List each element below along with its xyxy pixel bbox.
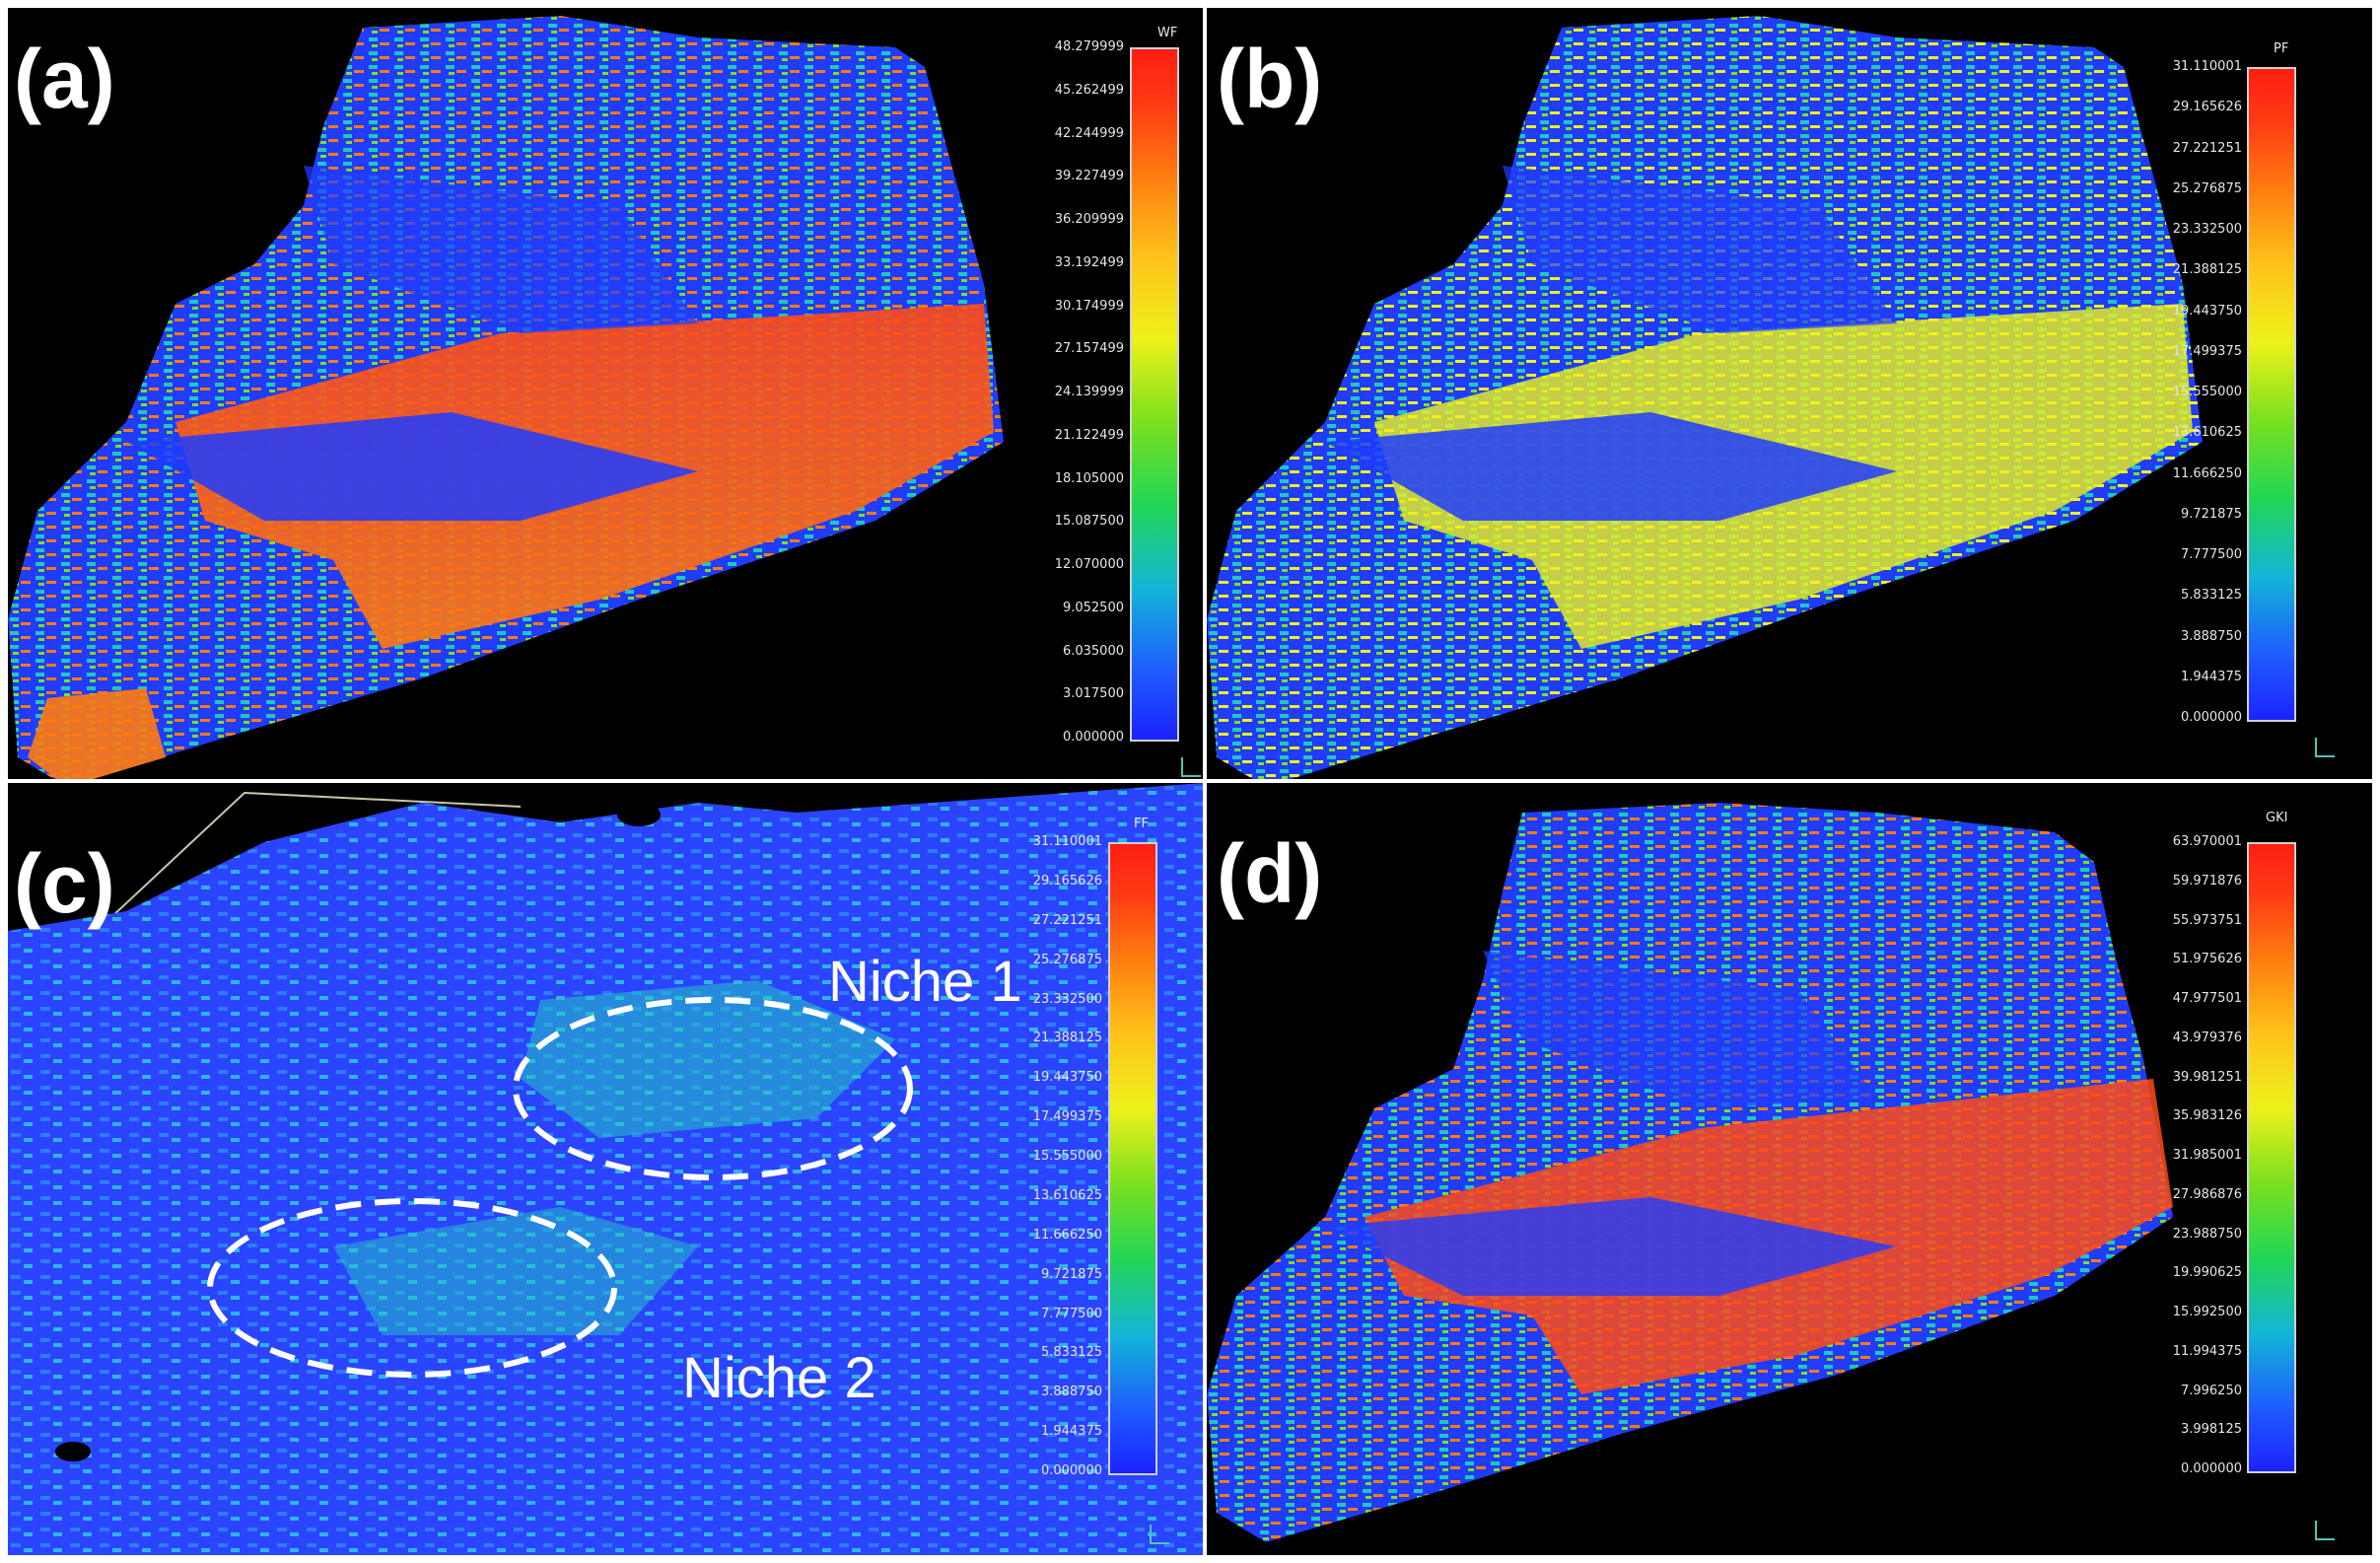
colorbar-tick-label: 12.070000 xyxy=(1054,557,1124,572)
niche-2-label: Niche 2 xyxy=(682,1346,876,1410)
colorbar-tick-label: 13.610625 xyxy=(2172,425,2242,441)
slope-terrain-closeup-c xyxy=(8,783,1203,1555)
colorbar-tick-label: 18.105000 xyxy=(1054,470,1124,486)
colorbar-tick-label: 19.990625 xyxy=(2172,1265,2242,1281)
colorbar-tick-label: 13.610625 xyxy=(1032,1187,1102,1203)
colorbar-tick-label: 11.666250 xyxy=(2172,465,2242,481)
colorbar-tick-label: 21.388125 xyxy=(2172,262,2242,278)
colorbar xyxy=(1130,47,1179,742)
colorbar-tick-label: 29.165626 xyxy=(2172,100,2242,115)
colorbar-tick-label: 17.499375 xyxy=(1032,1109,1102,1125)
panel-c: (c) Niche 1 Niche 2 FF 31.110001 29.16562… xyxy=(8,783,1203,1555)
colorbar-tick-label: 31.985001 xyxy=(2172,1148,2242,1163)
colorbar-tick-label: 9.721875 xyxy=(2180,506,2242,522)
colorbar xyxy=(1108,842,1157,1475)
colorbar-tick-label: 15.555000 xyxy=(2172,385,2242,399)
colorbar xyxy=(2247,842,2296,1473)
colorbar-tick-label: 15.555000 xyxy=(1032,1149,1102,1164)
colorbar-tick-label: 42.244999 xyxy=(1054,125,1124,141)
colorbar-tick-label: 11.994375 xyxy=(2172,1343,2242,1359)
colorbar xyxy=(2247,67,2296,722)
colorbar-tick-label: 43.979376 xyxy=(2172,1030,2242,1045)
colorbar-tick-label: 5.833125 xyxy=(1040,1345,1102,1361)
colorbar-tick-label: 7.996250 xyxy=(2180,1383,2242,1398)
colorbar-tick-label: 31.110001 xyxy=(1032,834,1102,849)
colorbar-tick-label: 47.977501 xyxy=(2172,991,2242,1006)
colorbar-tick-label: 27.157499 xyxy=(1054,341,1124,357)
colorbar-tick-label: 27.221251 xyxy=(1032,912,1102,928)
colorbar-tick-label: 9.721875 xyxy=(1040,1266,1102,1282)
panel-label: (d) xyxy=(1217,827,1323,920)
panel-label: (a) xyxy=(14,33,115,125)
colorbar-tick-label: 3.888750 xyxy=(2180,628,2242,644)
colorbar-tick-label: 1.944375 xyxy=(1040,1424,1102,1440)
colorbar-tick-label: 15.992500 xyxy=(2172,1305,2242,1319)
colorbar-tick-label: 51.975626 xyxy=(2172,952,2242,967)
colorbar-title: WF xyxy=(1157,26,1178,40)
panel-label: (c) xyxy=(14,837,115,930)
colorbar-tick-label: 0.000000 xyxy=(2180,710,2242,725)
slope-terrain-map-a xyxy=(8,16,1004,779)
colorbar-tick-label: 29.165626 xyxy=(1032,873,1102,888)
colorbar-tick-label: 25.276875 xyxy=(2172,180,2242,196)
colorbar-tick-label: 1.944375 xyxy=(2180,669,2242,684)
axis-corner-mark xyxy=(1181,757,1201,777)
colorbar-tick-label: 35.983126 xyxy=(2172,1108,2242,1124)
colorbar-tick-label: 3.017500 xyxy=(1062,686,1124,702)
colorbar-tick-label: 15.087500 xyxy=(1054,514,1124,530)
colorbar-tick-label: 11.666250 xyxy=(1032,1227,1102,1243)
colorbar-tick-label: 0.000000 xyxy=(1040,1463,1102,1478)
colorbar-tick-label: 31.110001 xyxy=(2172,59,2242,74)
colorbar-tick-label: 36.209999 xyxy=(1054,212,1124,227)
colorbar-tick-label: 7.777500 xyxy=(1040,1306,1102,1321)
slope-terrain-map-b xyxy=(1207,16,2203,779)
colorbar-tick-label: 3.888750 xyxy=(1040,1385,1102,1400)
colorbar-tick-label: 7.777500 xyxy=(2180,547,2242,562)
niche-1-label: Niche 1 xyxy=(828,950,1022,1014)
colorbar-title: PF xyxy=(2274,41,2289,56)
panel-d: (d) GKI 63.970001 59.971876 55.973751 51.97… xyxy=(1207,783,2372,1555)
colorbar-tick-label: 0.000000 xyxy=(2180,1461,2242,1476)
colorbar-tick-label: 33.192499 xyxy=(1054,254,1124,270)
colorbar-tick-label: 63.970001 xyxy=(2172,834,2242,849)
colorbar-tick-label: 30.174999 xyxy=(1054,298,1124,314)
colorbar-tick-label: 6.035000 xyxy=(1062,643,1124,659)
colorbar-tick-label: 59.971876 xyxy=(2172,873,2242,888)
colorbar-tick-label: 23.988750 xyxy=(2172,1226,2242,1242)
colorbar-title: FF xyxy=(1134,817,1149,831)
panel-a: (a) WF 48.279999 45.262499 42.244999 39.227… xyxy=(8,8,1203,779)
colorbar-tick-label: 19.443750 xyxy=(1032,1070,1102,1086)
colorbar-tick-label: 17.499375 xyxy=(2172,343,2242,359)
colorbar-tick-label: 21.388125 xyxy=(1032,1030,1102,1046)
axis-corner-mark xyxy=(1150,1525,1169,1544)
colorbar-tick-label: 5.833125 xyxy=(2180,588,2242,604)
colorbar-tick-label: 3.998125 xyxy=(2180,1422,2242,1438)
colorbar-tick-label: 39.227499 xyxy=(1054,169,1124,184)
colorbar-tick-label: 23.332500 xyxy=(2172,222,2242,237)
colorbar-tick-label: 19.443750 xyxy=(2172,303,2242,319)
colorbar-tick-label: 21.122499 xyxy=(1054,427,1124,443)
colorbar-tick-label: 27.221251 xyxy=(2172,140,2242,156)
axis-corner-mark xyxy=(2315,1521,2335,1540)
colorbar-tick-label: 0.000000 xyxy=(1062,730,1124,745)
colorbar-tick-label: 55.973751 xyxy=(2172,912,2242,928)
panel-b: (b) PF 31.110001 29.165626 27.221251 25.276… xyxy=(1207,8,2372,779)
colorbar-tick-label: 39.981251 xyxy=(2172,1069,2242,1085)
colorbar-tick-label: 23.332500 xyxy=(1032,991,1102,1007)
axis-corner-mark xyxy=(2315,738,2335,757)
colorbar-tick-label: 9.052500 xyxy=(1062,600,1124,615)
colorbar-tick-label: 24.139999 xyxy=(1054,385,1124,399)
colorbar-tick-label: 25.276875 xyxy=(1032,952,1102,967)
panel-label: (b) xyxy=(1217,33,1323,125)
colorbar-tick-label: 48.279999 xyxy=(1054,39,1124,54)
colorbar-tick-label: 45.262499 xyxy=(1054,82,1124,98)
slope-terrain-map-d xyxy=(1207,803,2173,1542)
colorbar-tick-label: 27.986876 xyxy=(2172,1186,2242,1202)
colorbar-title: GKI xyxy=(2266,811,2288,825)
